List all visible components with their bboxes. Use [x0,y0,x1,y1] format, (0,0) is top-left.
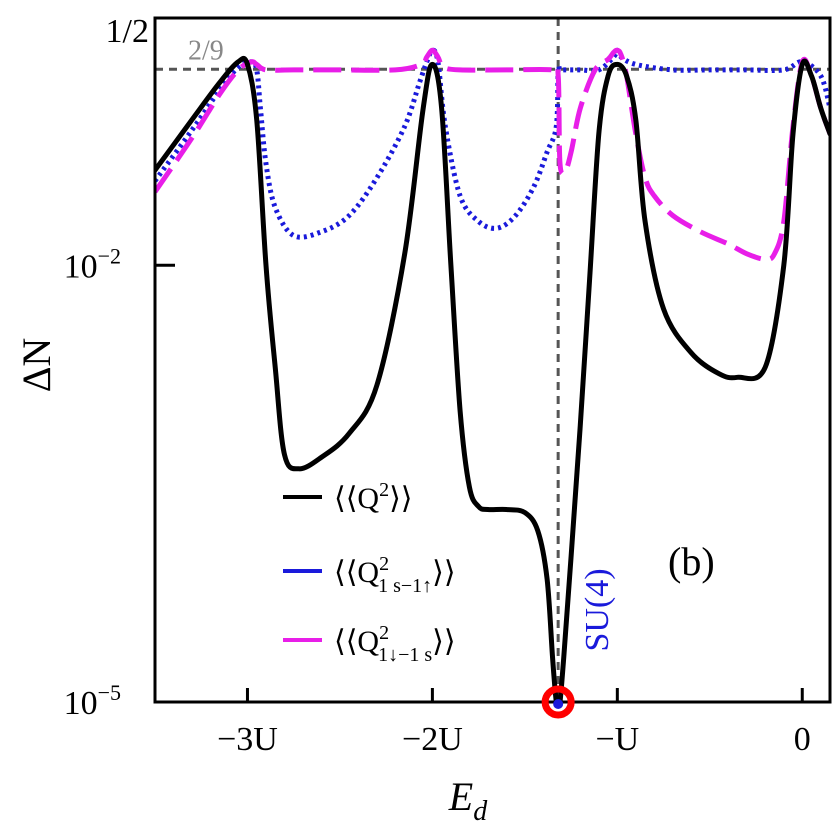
legend: ⟨⟨Q2⟩⟩ ⟨⟨Q2 1 s−1↑⟩⟩ ⟨⟨Q2 1↓−1 s⟩⟩ [283,479,456,666]
x-tick-label: −U [595,721,639,758]
su4-marker-dot [553,699,564,709]
x-tick-label: −2U [402,721,463,758]
legend-label-magenta: ⟨⟨Q2 1↓−1 s⟩⟩ [334,622,456,666]
panel-label: (b) [668,539,715,584]
x-axis-title: Ed [448,774,488,824]
plot-area: 2/9 −3U −2U −U 0 10−5 10−2 1/2 SU(4) [64,13,832,758]
series-line-total [155,55,830,702]
series-line-magenta-dashed [155,47,830,262]
x-axis-title-main: E [448,774,473,819]
su4-marker-ring [541,685,575,719]
x-tick-label: 0 [794,721,811,758]
legend-label-blue: ⟨⟨Q2 1 s−1↑⟩⟩ [334,553,456,597]
y-axis-title: ΔN [14,338,59,393]
x-axis-title-sub: d [473,796,488,824]
series-line-blue-dotted [155,47,830,240]
su4-label: SU(4) [579,568,616,651]
reference-line-label: 2/9 [188,35,224,66]
legend-label-total: ⟨⟨Q2⟩⟩ [334,479,413,515]
x-tick-label: −3U [217,721,278,758]
y-tick-label: 10−5 [64,680,121,722]
plot-frame [153,16,832,704]
y-tick-label: 1/2 [106,13,149,50]
y-tick-label: 10−2 [64,243,121,285]
